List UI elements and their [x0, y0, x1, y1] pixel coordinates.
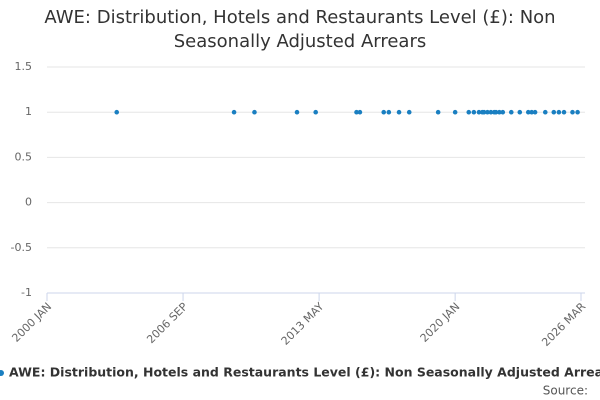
y-tick-label: -0.5	[11, 241, 32, 254]
point	[497, 109, 502, 115]
y-tick-label: 0	[25, 196, 32, 209]
point	[561, 109, 567, 115]
y-tick-label: 1	[25, 105, 32, 118]
chart-title: AWE: Distribution, Hotels and Restaurant…	[44, 7, 556, 52]
y-tick-label: 1.5	[15, 60, 33, 73]
source-label: Source:	[543, 384, 588, 398]
point	[252, 109, 257, 115]
point	[570, 109, 575, 115]
y-tick-label: -1	[21, 286, 32, 299]
point	[435, 109, 441, 115]
point	[466, 109, 472, 115]
point	[357, 109, 363, 115]
point	[396, 109, 402, 115]
x-tick-label: 2000 JAN	[9, 300, 54, 345]
y-tick-label: 0.5	[15, 150, 33, 163]
point	[481, 109, 487, 115]
point	[471, 109, 477, 115]
point	[294, 109, 300, 115]
point	[542, 109, 548, 115]
point	[485, 109, 490, 115]
point	[517, 109, 523, 115]
point	[493, 109, 499, 115]
point	[354, 109, 359, 115]
point	[386, 109, 392, 115]
x-tick-label: 2006 SEP	[144, 300, 190, 346]
point	[231, 109, 237, 115]
point	[525, 109, 531, 115]
point	[575, 109, 580, 115]
point	[500, 109, 506, 115]
point	[508, 109, 514, 115]
point	[556, 109, 562, 115]
point	[476, 109, 482, 115]
point	[381, 109, 387, 115]
x-tick-label: 2020 JAN	[418, 300, 463, 345]
point	[114, 109, 120, 115]
point	[406, 109, 412, 115]
legend-marker	[0, 370, 4, 376]
x-tick-label: 2013 MAY	[279, 300, 327, 348]
point	[313, 109, 319, 115]
point	[488, 109, 494, 115]
point	[532, 109, 538, 115]
x-tick-label: 2026 MAR	[539, 300, 588, 349]
point	[452, 109, 458, 115]
legend-label: AWE: Distribution, Hotels and Restaurant…	[9, 365, 600, 380]
point	[529, 109, 534, 115]
point	[551, 109, 557, 115]
